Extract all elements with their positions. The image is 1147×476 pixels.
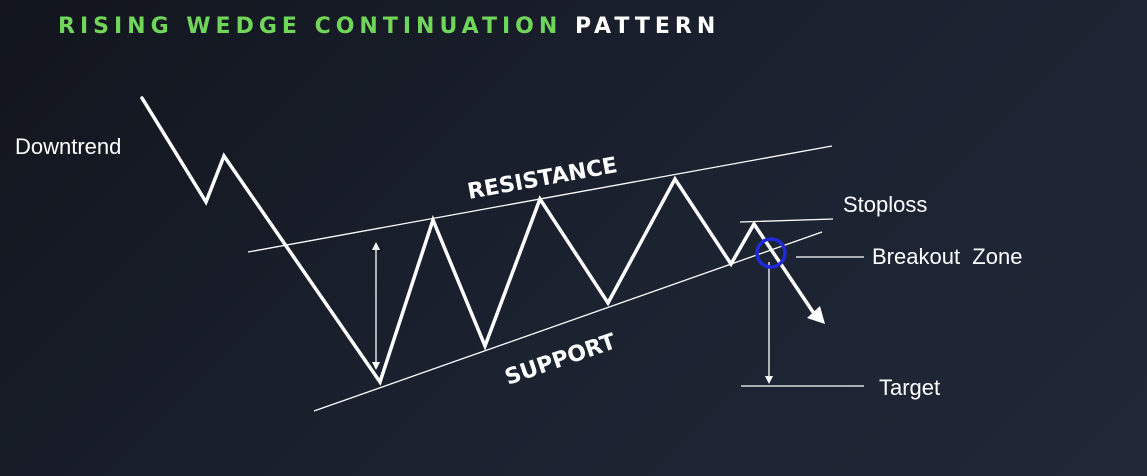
stoploss-label: Stoploss bbox=[843, 192, 927, 217]
title-part-green: RISING WEDGE CONTINUATION bbox=[58, 14, 563, 39]
page-title: RISING WEDGE CONTINUATION PATTERN bbox=[58, 14, 720, 39]
price-path bbox=[140, 96, 817, 386]
breakout-arrowhead bbox=[807, 306, 825, 324]
support-line bbox=[313, 231, 823, 412]
breakout-circle-marker bbox=[755, 237, 787, 269]
downtrend-label: Downtrend bbox=[15, 134, 121, 159]
target-label: Target bbox=[879, 375, 940, 400]
title-part-white: PATTERN bbox=[574, 14, 721, 39]
resistance-label: RESISTANCE bbox=[466, 153, 620, 205]
breakout-zone-label: Breakout Zone bbox=[872, 244, 1022, 269]
stoploss-line bbox=[739, 218, 834, 223]
